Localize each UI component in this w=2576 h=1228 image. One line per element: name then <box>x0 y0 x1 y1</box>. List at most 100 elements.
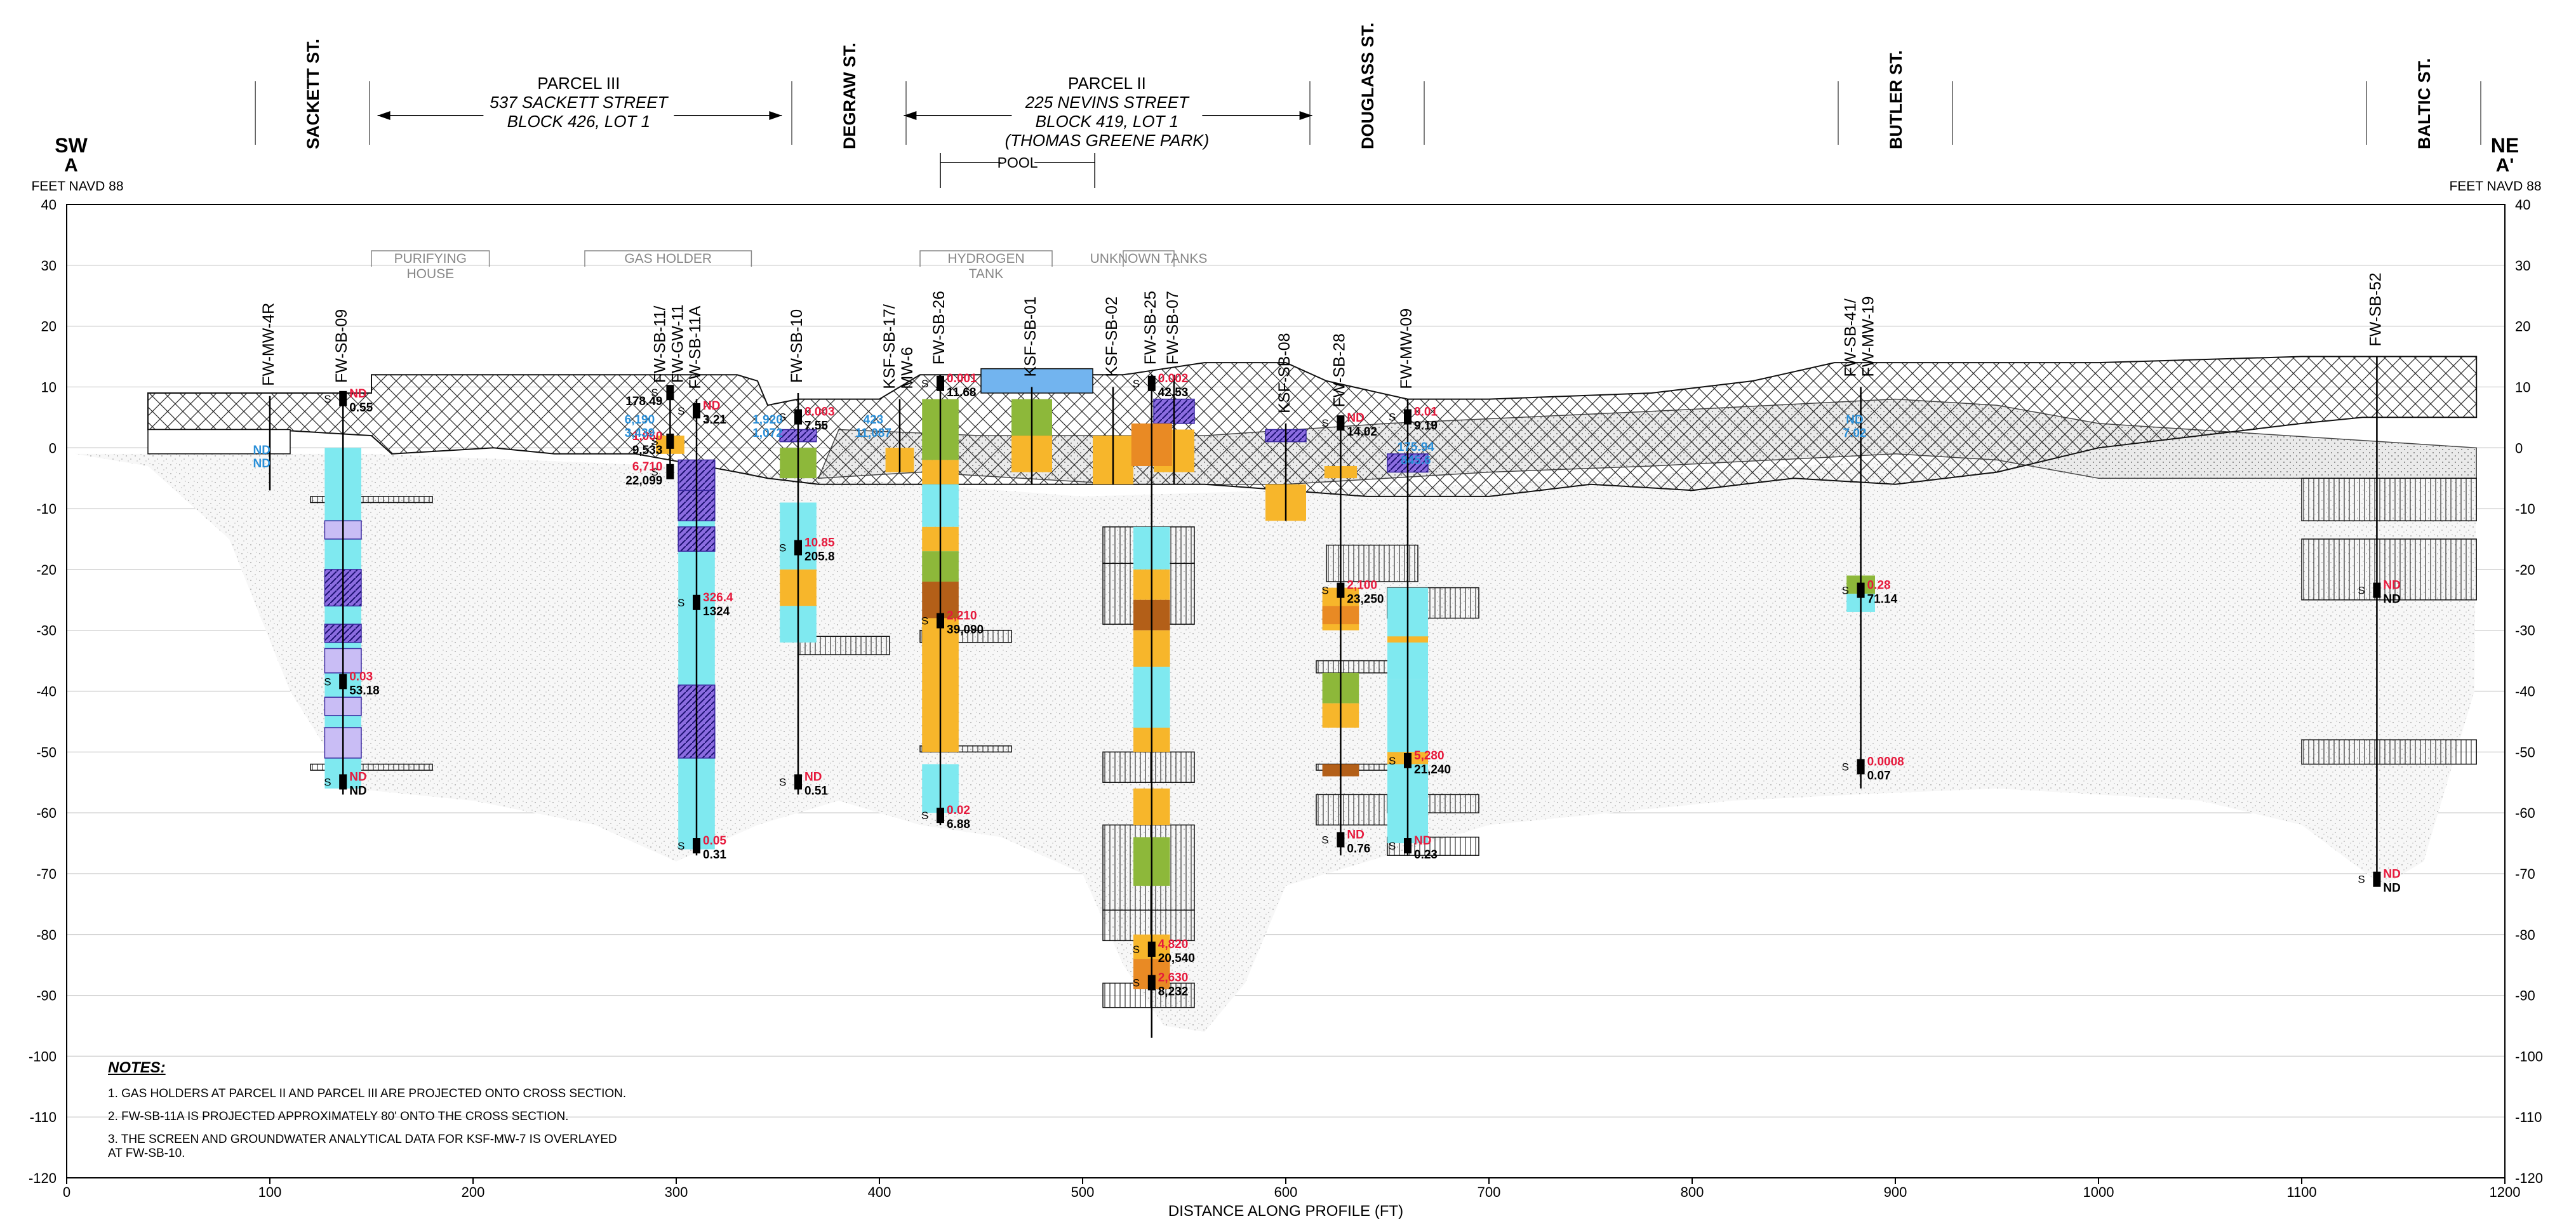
x-tick-label: 500 <box>1071 1184 1095 1200</box>
result-red-value: ND <box>2383 579 2400 592</box>
result-black-value: 20,540 <box>1158 952 1195 965</box>
groundwater-value: ND <box>253 444 270 457</box>
y-tick-label-left: -110 <box>30 1109 57 1125</box>
screen-interval <box>666 433 674 449</box>
feature-bracket <box>371 250 490 267</box>
result-black-value: 22,099 <box>625 474 662 488</box>
screen-interval <box>1337 832 1345 848</box>
screen-marker: S <box>779 542 786 554</box>
result-red-value: ND <box>804 770 822 784</box>
screen-marker: S <box>1842 585 1849 597</box>
boring-label: FW-SB-11A <box>686 305 704 389</box>
result-red-value: 0.03 <box>349 670 373 683</box>
parcel-label: (THOMAS GREENE PARK) <box>1005 131 1210 150</box>
screen-marker: S <box>1389 840 1396 852</box>
street-label: DOUGLASS ST. <box>1358 22 1377 149</box>
groundwater-value: 11,087 <box>855 427 891 440</box>
result-black-value: 14.02 <box>1347 425 1377 439</box>
x-tick-label: 1000 <box>2083 1184 2114 1200</box>
parcel-label: PARCEL II <box>1068 74 1146 93</box>
boring-label: KSF-SB-01 <box>1022 297 1039 377</box>
boring-label: FW-SB-07 <box>1164 291 1182 364</box>
groundwater-value: ND <box>1846 413 1863 427</box>
y-tick-label-right: -30 <box>2515 623 2535 639</box>
screen-interval <box>937 808 944 824</box>
result-black-value: 0.51 <box>804 784 828 798</box>
screen-interval <box>1857 759 1865 775</box>
boring-label: MW-6 <box>898 347 916 389</box>
parcel-label: 225 NEVINS STREET <box>1025 93 1190 112</box>
x-tick-label: 300 <box>665 1184 688 1200</box>
screen-interval <box>693 403 700 418</box>
result-black-value: 9,533 <box>632 444 663 457</box>
y-tick-label-left: 30 <box>41 258 57 274</box>
screen-marker: S <box>1133 378 1140 390</box>
result-black-value: 3.21 <box>703 413 726 427</box>
screen-marker: S <box>2358 874 2365 886</box>
screen-interval <box>1404 752 1411 768</box>
groundwater-value: ND <box>253 457 270 471</box>
screen-marker: S <box>1133 977 1140 989</box>
street-label: SACKETT ST. <box>304 39 323 149</box>
screen-interval <box>2373 871 2381 887</box>
y-tick-label-right: -90 <box>2515 988 2535 1004</box>
screen-interval <box>339 674 347 690</box>
feature-bracket <box>1123 250 1175 267</box>
note-item: 2. FW-SB-11A IS PROJECTED APPROXIMATELY … <box>108 1110 569 1123</box>
y-tick-label-left: -30 <box>36 623 57 639</box>
y-tick-label-left: -70 <box>36 866 57 882</box>
screen-interval <box>1404 409 1411 425</box>
result-black-value: 178.49 <box>625 395 662 408</box>
x-tick-label: 1200 <box>2490 1184 2521 1200</box>
feature-label: HOUSE <box>406 267 454 281</box>
groundwater-value: 845.6 <box>1401 454 1431 467</box>
screen-interval <box>1147 941 1156 957</box>
clay-lens <box>2301 538 2477 601</box>
result-red-value: 5,280 <box>1414 749 1445 763</box>
screen-marker: S <box>1389 755 1396 767</box>
result-red-value: ND <box>1347 411 1364 425</box>
parcel-label: 537 SACKETT STREET <box>490 93 669 112</box>
clay-lens <box>1326 544 1418 582</box>
y-tick-label-right: -20 <box>2515 562 2535 578</box>
right-section-label: A' <box>2496 155 2514 176</box>
screen-marker: S <box>1133 944 1140 956</box>
groundwater-value: 423 <box>864 413 884 427</box>
arrow-head <box>904 111 917 120</box>
y-tick-label-right: -40 <box>2515 684 2535 700</box>
y-tick-label-left: -10 <box>36 501 57 517</box>
clay-lens <box>2301 739 2477 765</box>
screen-marker: S <box>2358 585 2365 597</box>
x-tick-label: 700 <box>1478 1184 1501 1200</box>
boring-label: FW-MW-19 <box>1860 297 1878 377</box>
feature-label: HYDROGEN <box>947 251 1024 266</box>
boring-label: FW-SB-28 <box>1330 333 1348 407</box>
fill-layer <box>147 356 2478 497</box>
note-item: 1. GAS HOLDERS AT PARCEL II AND PARCEL I… <box>108 1087 627 1100</box>
screen-marker: S <box>324 393 331 405</box>
result-red-value: ND <box>703 399 720 413</box>
screen-interval <box>794 409 802 425</box>
result-red-value: 1,060 <box>632 430 663 443</box>
result-black-value: ND <box>2383 593 2400 606</box>
result-red-value: ND <box>2383 868 2400 881</box>
street-label: BUTLER ST. <box>1886 50 1905 149</box>
result-red-value: 4,820 <box>1158 938 1189 951</box>
groundwater-value: 3,439 <box>625 427 655 440</box>
screen-marker: S <box>921 615 928 627</box>
screen-marker: S <box>651 466 658 478</box>
result-black-value: 11.68 <box>947 386 977 399</box>
groundwater-value: 175.94 <box>1398 441 1435 454</box>
y-tick-label-right: 30 <box>2515 258 2530 274</box>
groundwater-value: 7.02 <box>1843 427 1867 440</box>
y-tick-label-right: -70 <box>2515 866 2535 882</box>
left-units: FEET NAVD 88 <box>31 179 123 194</box>
arrow-head <box>1299 111 1312 120</box>
result-red-value: ND <box>349 770 366 784</box>
left-section-label: A <box>64 155 78 176</box>
result-black-value: ND <box>2383 882 2400 895</box>
geology-layers <box>74 356 2478 1032</box>
screen-interval <box>937 613 944 629</box>
boring-label: FW-SB-10 <box>788 309 806 383</box>
arrow-head <box>769 111 782 120</box>
